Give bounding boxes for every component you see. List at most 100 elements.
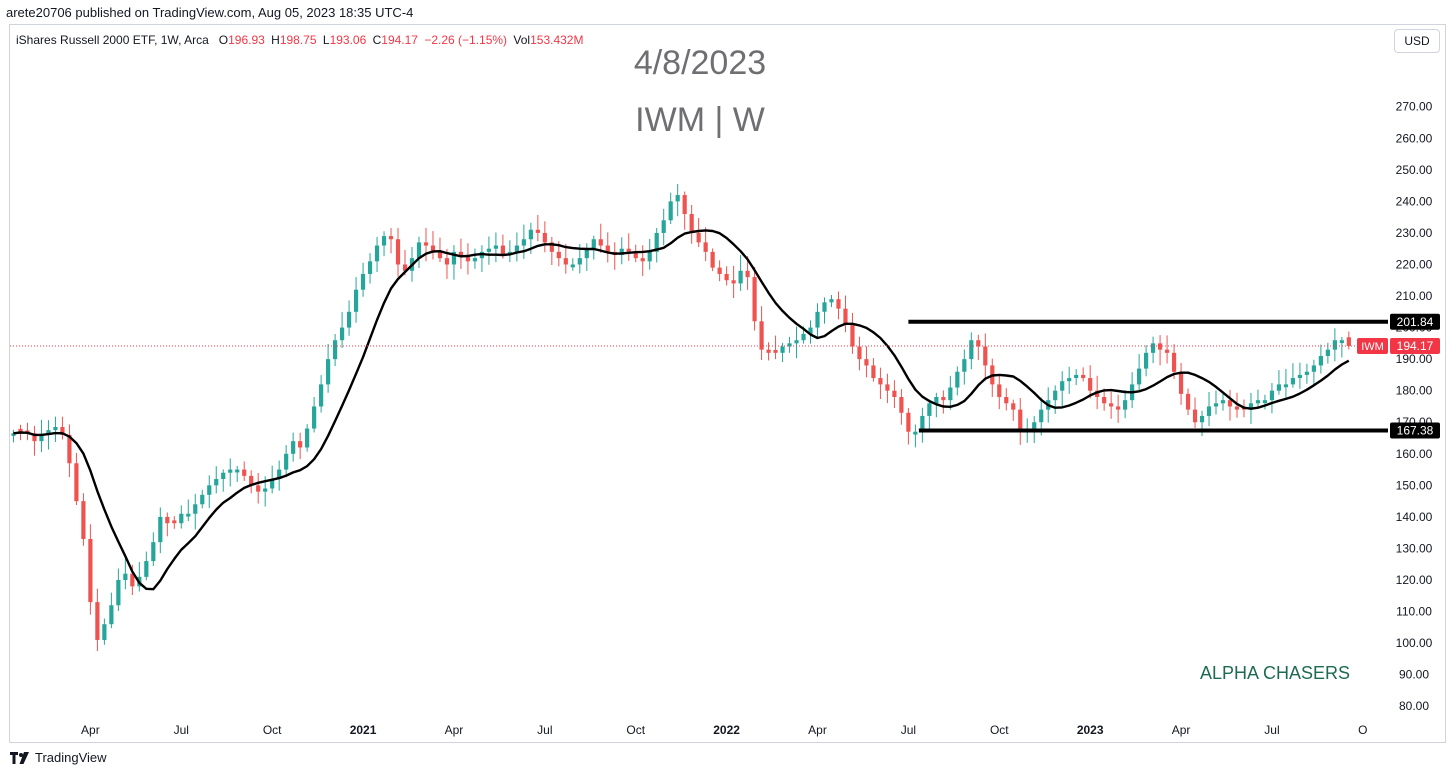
candle-body <box>822 302 827 312</box>
candle <box>74 452 79 506</box>
candle-body <box>123 573 128 581</box>
candle <box>60 416 65 440</box>
candle <box>717 260 722 282</box>
candle <box>990 358 995 398</box>
candle-body <box>857 346 862 360</box>
candle <box>388 228 394 254</box>
candle-body <box>11 433 16 436</box>
candle-body <box>584 248 589 259</box>
candle-body <box>983 346 988 366</box>
candle-body <box>298 441 303 448</box>
candle-body <box>1185 393 1191 410</box>
candle <box>696 217 701 248</box>
time-tick-label: 2022 <box>713 723 740 737</box>
candle <box>850 312 855 354</box>
candle-body <box>430 245 436 252</box>
candle <box>1290 363 1296 388</box>
footer-brand[interactable]: TradingView <box>10 750 107 765</box>
candle-body <box>60 426 65 435</box>
candle <box>235 465 240 482</box>
published-line: arete20706 published on TradingView.com,… <box>6 5 414 20</box>
candle-body <box>242 469 247 476</box>
close-value: 194.17 <box>381 33 418 47</box>
candle-body <box>864 359 869 366</box>
time-tick-label: O <box>1358 723 1367 737</box>
time-tick-label: Jul <box>901 723 916 737</box>
candle <box>305 424 310 452</box>
chart-pane[interactable] <box>9 24 1446 743</box>
candle <box>927 399 932 432</box>
candle <box>1185 388 1191 416</box>
symbol-tag-label: IWM <box>1361 341 1384 353</box>
candle-body <box>1255 400 1261 404</box>
candle-body <box>1234 406 1240 410</box>
candle <box>738 255 743 291</box>
candle <box>654 228 659 263</box>
candle-body <box>731 280 736 284</box>
candle <box>605 232 610 263</box>
candle-body <box>1032 422 1037 429</box>
candle <box>25 422 30 441</box>
candle-body <box>556 251 561 259</box>
candle-body <box>696 232 701 243</box>
candle <box>437 237 443 262</box>
candle-body <box>1269 390 1275 401</box>
candle-body <box>836 299 841 309</box>
candle-body <box>850 324 855 347</box>
currency-button[interactable]: USD <box>1394 29 1440 53</box>
candle-body <box>186 513 191 517</box>
candle-body <box>976 340 981 347</box>
close-label: C <box>372 33 382 47</box>
candle-body <box>1067 378 1072 382</box>
candle-body <box>367 261 373 274</box>
candle-body <box>1143 352 1149 369</box>
price-tick-label: 190.00 <box>1396 352 1433 366</box>
candle-body <box>1039 409 1044 423</box>
candle <box>249 470 254 494</box>
candle-body <box>1206 406 1212 416</box>
candle-body <box>1171 352 1177 372</box>
candle <box>11 429 16 443</box>
candle <box>172 516 177 529</box>
candle-body <box>18 428 23 432</box>
candle <box>815 303 820 337</box>
symbol-tag <box>1357 337 1388 354</box>
candle-body <box>144 561 149 577</box>
candle <box>626 233 631 261</box>
candle-body <box>717 267 722 274</box>
candle-body <box>346 311 352 328</box>
price-tick-label: 230.00 <box>1396 226 1433 240</box>
candle <box>277 460 282 491</box>
candle-body <box>920 415 925 432</box>
candle-body <box>291 441 296 454</box>
candle-body <box>941 397 946 401</box>
candle <box>395 227 401 277</box>
candle <box>179 505 184 529</box>
candle <box>878 367 883 400</box>
candle <box>137 562 142 592</box>
candle <box>745 256 750 290</box>
candle-body <box>249 475 254 486</box>
candle-body <box>179 513 184 524</box>
candle-body <box>305 428 310 448</box>
candle <box>668 192 673 225</box>
candle-body <box>500 245 505 256</box>
candle-body <box>1095 390 1100 397</box>
candle <box>81 493 86 546</box>
candle <box>1206 391 1212 427</box>
candle-body <box>1304 371 1309 375</box>
candle-body <box>1346 337 1351 346</box>
candle <box>542 221 547 253</box>
candle-body <box>151 542 156 562</box>
candle <box>144 551 149 581</box>
candle <box>780 342 785 363</box>
candle-body <box>1164 349 1170 353</box>
candle-body <box>1248 403 1254 410</box>
candle-body <box>235 469 240 473</box>
price-tick-label: 180.00 <box>1396 384 1433 398</box>
candle <box>332 334 338 367</box>
time-tick-label: Apr <box>1172 723 1191 737</box>
chart-title-symbol: IWM | W <box>635 101 765 139</box>
time-tick-label: Oct <box>626 723 645 737</box>
